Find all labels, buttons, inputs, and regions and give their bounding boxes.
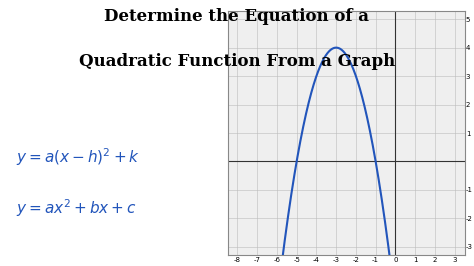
Text: $y = ax^2 + bx + c$: $y = ax^2 + bx + c$ <box>16 197 137 219</box>
Text: Quadratic Function From a Graph: Quadratic Function From a Graph <box>79 53 395 70</box>
Text: Determine the Equation of a: Determine the Equation of a <box>104 8 370 25</box>
Text: $y = a(x - h)^2 + k$: $y = a(x - h)^2 + k$ <box>16 146 140 168</box>
